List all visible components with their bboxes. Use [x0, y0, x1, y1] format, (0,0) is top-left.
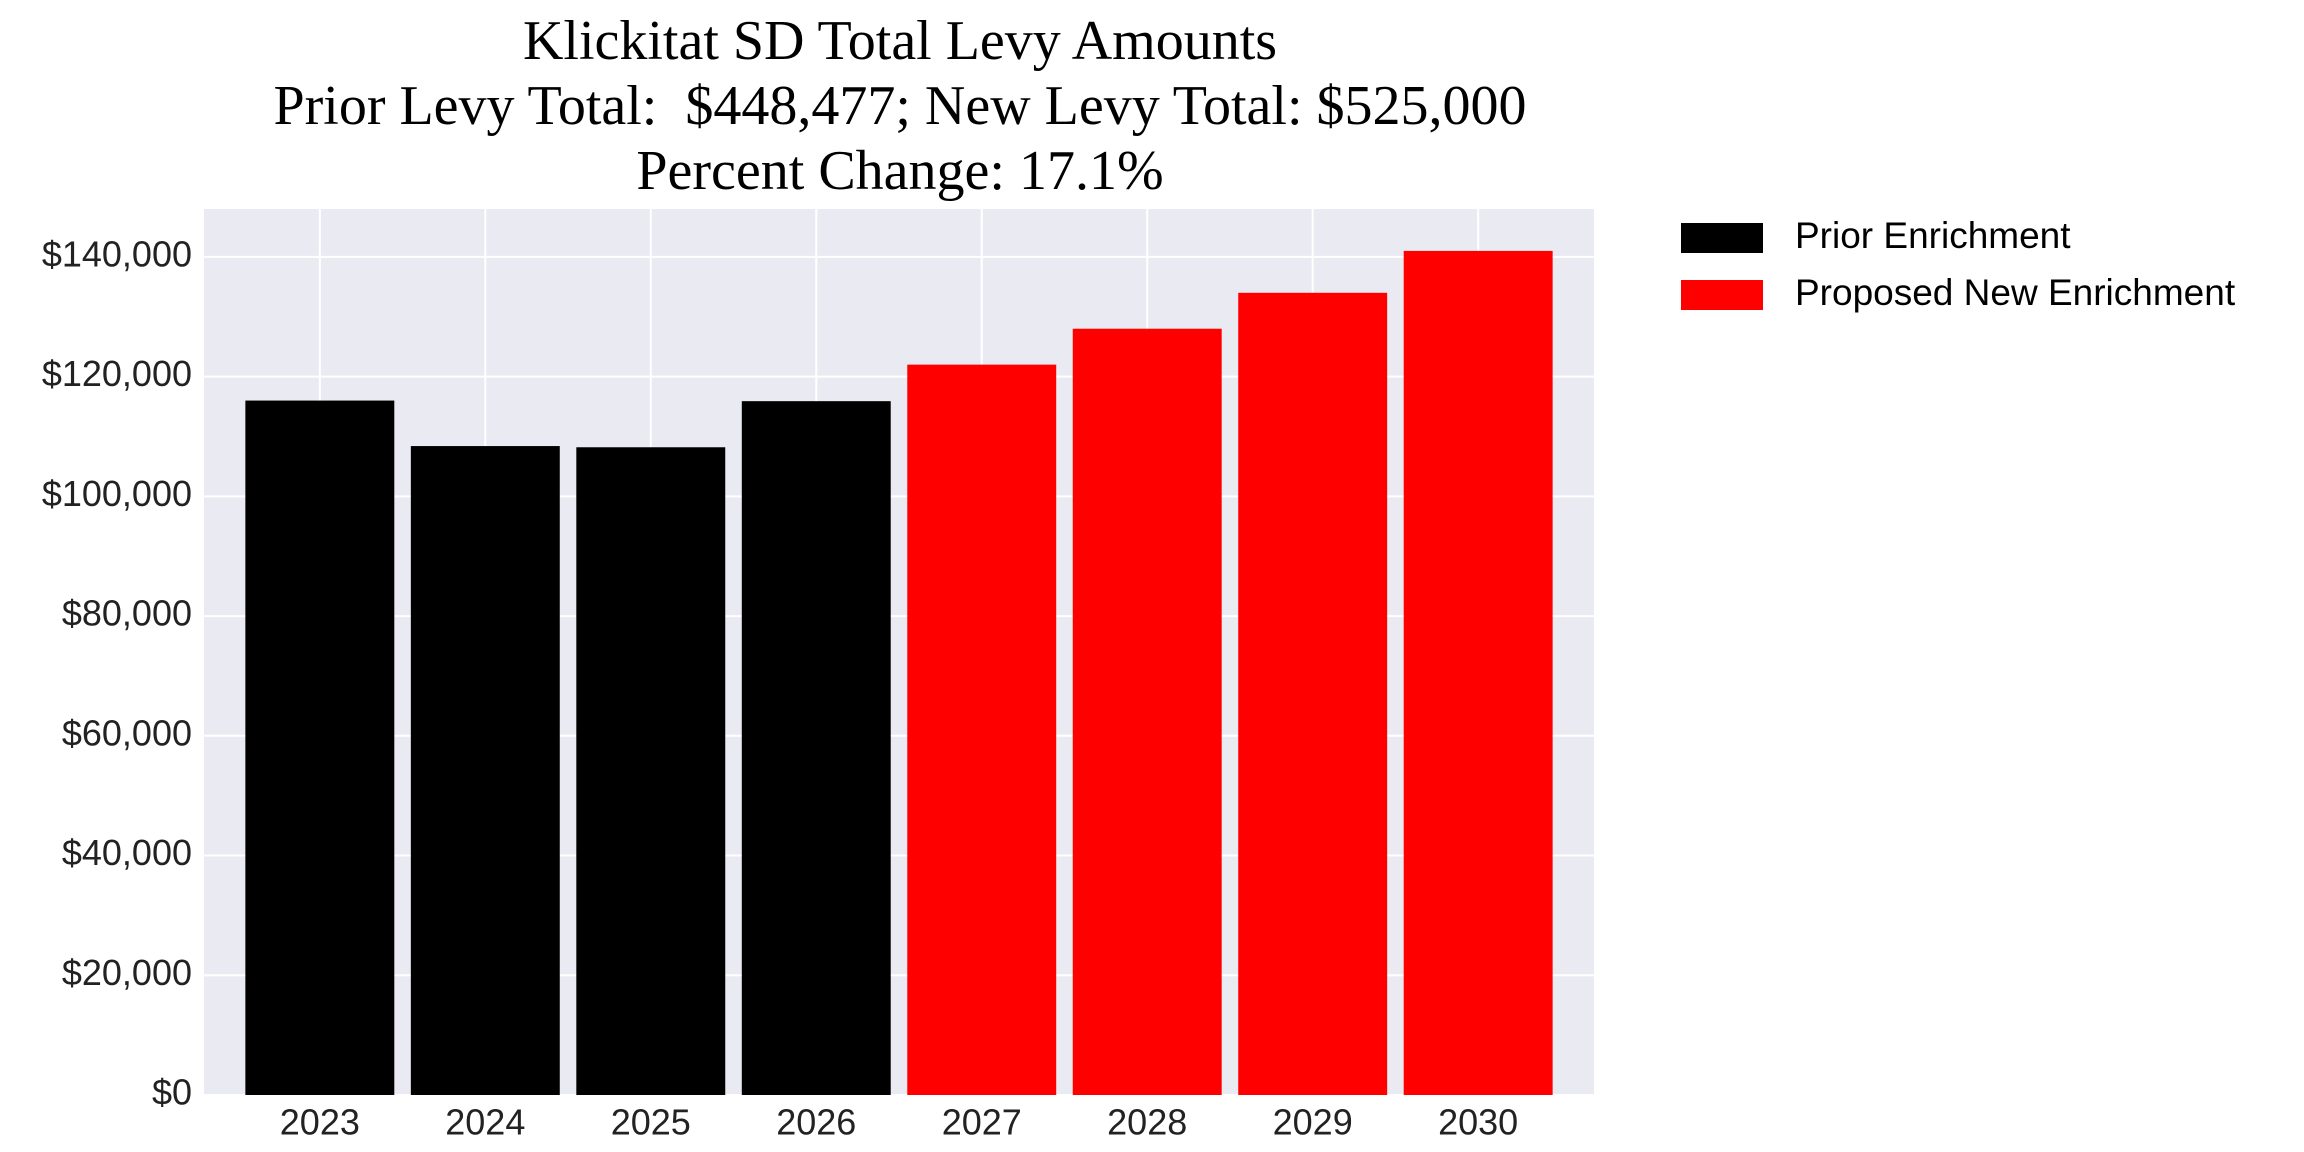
bar — [410, 446, 560, 1096]
y-tick-label: $20,000 — [62, 952, 192, 993]
chart-title: Klickitat SD Total Levy Amounts — [523, 10, 1277, 72]
bar — [1238, 292, 1388, 1096]
legend-swatch — [1681, 223, 1763, 253]
bar — [1072, 328, 1222, 1095]
y-tick-label: $120,000 — [42, 353, 192, 394]
bar — [245, 400, 395, 1095]
x-tick-label: 2028 — [1107, 1102, 1187, 1143]
y-tick-label: $60,000 — [62, 712, 192, 753]
x-tick-label: 2027 — [942, 1102, 1022, 1143]
legend-label: Proposed New Enrichment — [1795, 272, 2236, 313]
chart-subtitle: Percent Change: 17.1% — [636, 140, 1163, 202]
x-tick-label: 2030 — [1438, 1102, 1518, 1143]
y-tick-label: $0 — [152, 1072, 192, 1113]
x-tick-label: 2023 — [280, 1102, 360, 1143]
y-tick-label: $100,000 — [42, 473, 192, 514]
y-tick-label: $140,000 — [42, 233, 192, 274]
x-tick-label: 2029 — [1273, 1102, 1353, 1143]
x-tick-label: 2025 — [611, 1102, 691, 1143]
x-tick-label: 2026 — [776, 1102, 856, 1143]
bar — [576, 447, 726, 1095]
legend-label: Prior Enrichment — [1795, 215, 2071, 256]
bar — [1403, 250, 1553, 1096]
y-tick-label: $80,000 — [62, 593, 192, 634]
bar — [907, 364, 1057, 1095]
x-tick-label: 2024 — [445, 1102, 525, 1143]
chart-subtitle: Prior Levy Total: $448,477; New Levy Tot… — [273, 75, 1526, 137]
bar — [741, 401, 891, 1095]
legend-swatch — [1681, 280, 1763, 310]
y-tick-label: $40,000 — [62, 832, 192, 873]
